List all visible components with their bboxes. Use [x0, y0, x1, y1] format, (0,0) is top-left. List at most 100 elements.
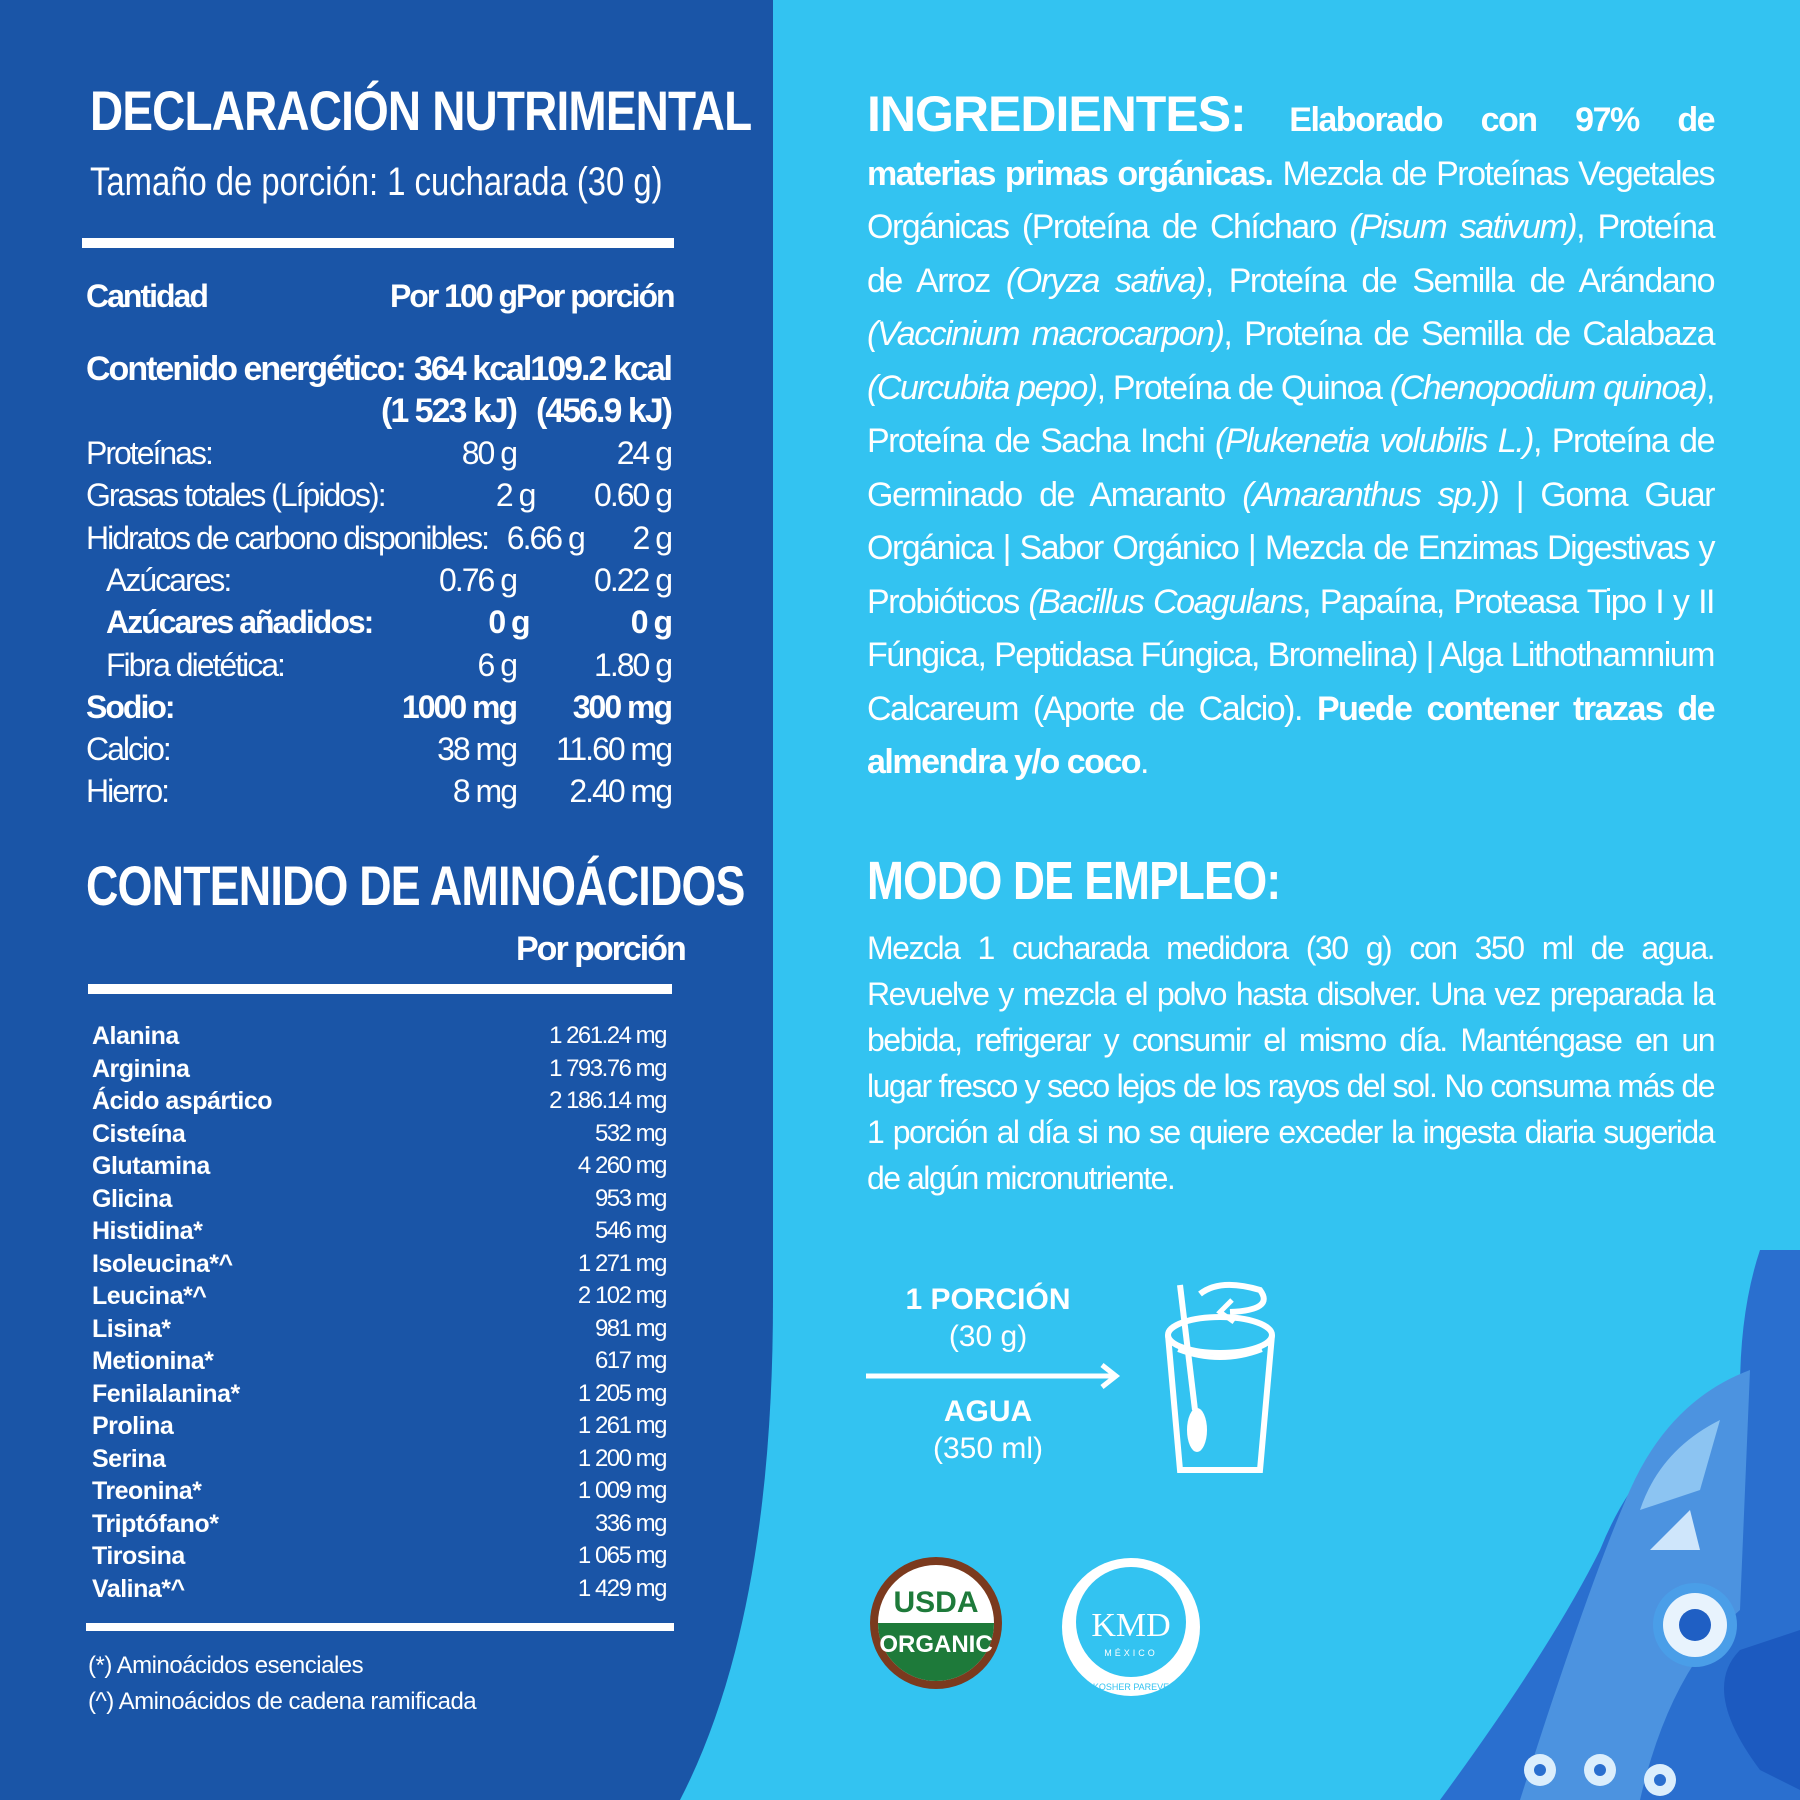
ingredients-segment: , Proteína de Quinoa — [1096, 368, 1390, 407]
amino-row: Prolina 1 261 mg — [92, 1412, 668, 1444]
nutrition-row: Proteínas: 80 g 24 g — [86, 435, 673, 472]
ingredients-segment: Puede contener trazas de almendra y/o co… — [867, 689, 1716, 782]
amino-name: Tirosina — [92, 1542, 185, 1570]
nutrition-row: Grasas totales (Lípidos): 2 g 0.60 g — [86, 477, 673, 514]
ingredients-segment: (Plukenetia volubilis L.) — [1215, 422, 1534, 460]
nutrition-row: Calcio: 38 mg 11.60 mg — [86, 731, 673, 768]
ingredients-segment: , Proteína de Semilla de Calabaza — [1223, 315, 1715, 353]
water-label: AGUA — [943, 1395, 1033, 1428]
amino-value: 617 mg — [594, 1347, 668, 1374]
amino-value: 1 200 mg — [577, 1444, 668, 1472]
amino-row: Treonina* 1 009 mg — [92, 1477, 668, 1509]
nutrient-label: Sodio: — [86, 688, 176, 725]
water-amount: (350 ml) — [932, 1432, 1044, 1465]
nutrient-per-serving: 0 g — [630, 604, 673, 641]
nutrition-row: Sodio: 1000 mg 300 mg — [86, 688, 673, 726]
amino-name: Ácido aspártico — [92, 1087, 273, 1115]
nutrient-per100: 0 g — [488, 604, 530, 641]
energy-per-serving-kj: (456.9 kJ) — [536, 392, 673, 430]
amino-title: CONTENIDO DE AMINOÁCIDOS — [86, 854, 745, 917]
footnote-essential: (*) Aminoácidos esenciales — [88, 1652, 364, 1679]
amino-value: 1 793.76 mg — [549, 1054, 667, 1082]
mexico-text: MÉXICO — [1104, 1648, 1158, 1658]
amino-row: Alanina 1 261.24 mg — [92, 1022, 667, 1054]
amino-row: Lisina* 981 mg — [92, 1315, 668, 1347]
ingredients-segment: ) | Goma Guar Orgánica | Sabor Orgánico … — [867, 475, 1716, 621]
amino-name: Treonina* — [92, 1477, 202, 1505]
amino-name: Arginina — [92, 1054, 190, 1083]
header-cantidad: Cantidad — [86, 278, 209, 314]
usda-organic-logo: USDA ORGANIC — [870, 1557, 1002, 1689]
nutrient-per100: 6 g — [477, 646, 518, 683]
portion-label: 1 PORCIÓN — [905, 1283, 1071, 1316]
amino-row: Metionina* 617 mg — [92, 1347, 668, 1379]
amino-value: 4 260 mg — [577, 1152, 668, 1179]
nutrition-row: Azúcares: 0.76 g 0.22 g — [86, 561, 673, 599]
amino-row: Glicina 953 mg — [92, 1184, 668, 1217]
nutrient-per-serving: 1.80 g — [594, 646, 673, 683]
amino-value: 2 102 mg — [577, 1282, 668, 1309]
amino-value: 1 009 mg — [577, 1477, 668, 1504]
amino-header: Por porción — [516, 930, 687, 968]
nutrition-row: Fibra dietética: 6 g 1.80 g — [86, 646, 673, 684]
ingredients-segment: (Vaccinium macrocarpon) — [867, 315, 1225, 353]
amino-value: 336 mg — [594, 1509, 668, 1537]
ingredients-segment: , Proteína de Semilla de Arándano — [1204, 261, 1716, 300]
ingredients-segment: (Oryza sativa) — [1005, 261, 1206, 300]
nutrient-label: Fibra dietética: — [106, 646, 286, 683]
energy-label: Contenido energético: — [86, 350, 407, 388]
energy-per-serving: 109.2 kcal — [530, 350, 673, 388]
nutrient-per-serving: 11.60 mg — [555, 731, 673, 768]
amino-value: 1 429 mg — [577, 1574, 668, 1602]
amino-value: 1 271 mg — [577, 1249, 668, 1277]
nutrient-label: Grasas totales (Lípidos): — [86, 477, 387, 514]
arrow-right-icon — [866, 1363, 1121, 1389]
nutrient-per-serving: 2.40 mg — [569, 773, 673, 810]
amino-row: Tirosina 1 065 mg — [92, 1542, 668, 1574]
nutrition-row: Hidratos de carbono disponibles: 6.66 g 2 … — [86, 519, 673, 557]
amino-row: Histidina* 546 mg — [92, 1217, 668, 1249]
amino-value: 1 261.24 mg — [549, 1022, 667, 1049]
amino-value: 532 mg — [594, 1119, 668, 1147]
nutrient-label: Calcio: — [86, 731, 172, 768]
amino-name: Fenilalanina* — [92, 1379, 240, 1408]
nutrition-header-row: Cantidad Por 100 g Por porción — [86, 278, 676, 315]
nutrient-per100: 0.76 g — [439, 561, 518, 598]
amino-row: Triptófano* 336 mg — [92, 1509, 668, 1542]
amino-row: Arginina 1 793.76 mg — [92, 1054, 667, 1087]
ingredients-segment: INGREDIENTES: — [867, 86, 1290, 142]
nutrient-per-serving: 2 g — [632, 519, 673, 556]
footnote-branched: (^) Aminoácidos de cadena ramificada — [88, 1688, 477, 1715]
header-per100: Por 100 g — [389, 278, 518, 314]
nutrient-label: Azúcares: — [106, 561, 232, 598]
amino-row: Leucina*^ 2 102 mg — [92, 1282, 668, 1314]
energy-kj-row: (1 523 kJ) (456.9 kJ) — [86, 392, 673, 431]
amino-name: Prolina — [92, 1412, 174, 1440]
nutrient-per-serving: 0.60 g — [594, 477, 673, 514]
nutrient-label: Azúcares añadidos: — [106, 604, 374, 641]
amino-row: Cisteína 532 mg — [92, 1119, 668, 1152]
amino-name: Cisteína — [92, 1119, 186, 1148]
ingredients-segment: (Curcubita pepo) — [867, 368, 1098, 407]
nutrition-title: DECLARACIÓN NUTRIMENTAL — [90, 79, 752, 142]
amino-value: 1 205 mg — [577, 1379, 668, 1407]
nutrient-per-serving: 24 g — [616, 435, 673, 471]
divider — [88, 984, 672, 994]
nutrient-per100: 38 mg — [437, 731, 518, 768]
amino-row: Glutamina 4 260 mg — [92, 1152, 668, 1184]
bird-illustration — [1440, 1250, 1800, 1800]
nutrient-per-serving: 0.22 g — [594, 561, 673, 598]
amino-name: Glicina — [92, 1184, 172, 1213]
ingredients-segment: Mezcla de Proteínas Vegetales Orgánicas … — [867, 154, 1716, 247]
usda-text: USDA — [893, 1586, 978, 1619]
amino-value: 1 261 mg — [577, 1412, 668, 1439]
amino-name: Serina — [92, 1444, 166, 1473]
amino-name: Metionina* — [92, 1347, 214, 1375]
amino-name: Glutamina — [92, 1152, 210, 1180]
nutrient-per100: 8 mg — [452, 773, 518, 810]
kmd-text: KMD — [1091, 1607, 1170, 1644]
nutrient-label: Proteínas: — [86, 435, 214, 471]
nutrient-per-serving: 300 mg — [572, 688, 673, 725]
header-per-serving: Por porción — [516, 278, 676, 314]
